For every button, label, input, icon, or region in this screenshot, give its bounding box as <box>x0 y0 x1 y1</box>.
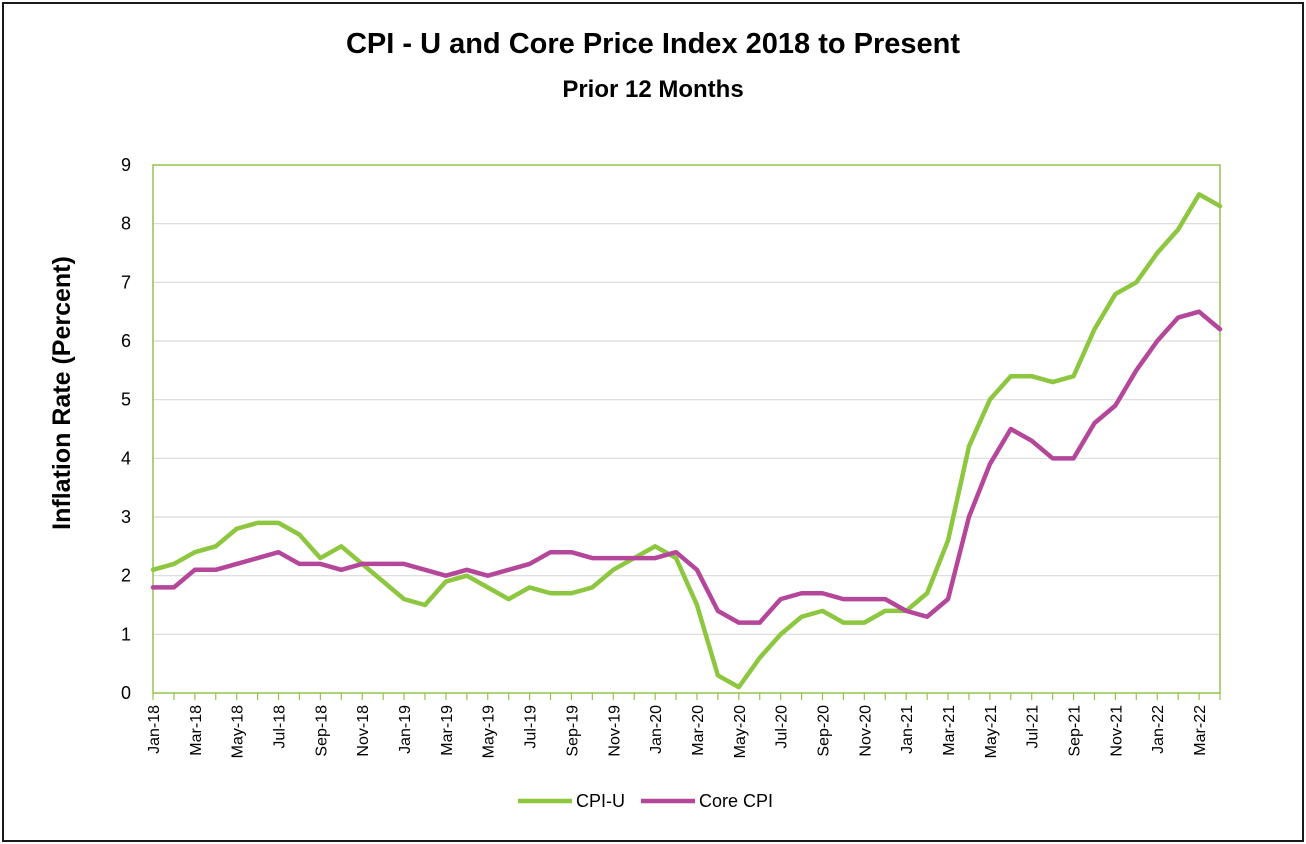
y-tick-label: 7 <box>121 272 131 292</box>
x-tick-label: Jul-21 <box>1025 705 1042 749</box>
x-tick-label: Sep-21 <box>1067 705 1084 757</box>
legend-label-core-cpi: Core CPI <box>699 791 773 811</box>
series-line-core-cpi <box>150 309 1223 625</box>
y-axis-label: Inflation Rate (Percent) <box>48 256 76 530</box>
y-axis-ticks: 0 1 2 3 4 5 6 7 8 9 <box>121 155 131 703</box>
x-tick-label: Jul-19 <box>523 705 540 749</box>
x-tick-label: Sep-18 <box>313 705 330 757</box>
plot-area-border <box>152 164 1221 694</box>
x-tick-label: Nov-18 <box>355 705 372 757</box>
gridlines <box>153 223 1220 635</box>
x-tick-label: May-18 <box>230 705 247 758</box>
x-tick-label: Mar-19 <box>439 705 456 756</box>
chart-subtitle: Prior 12 Months <box>562 76 744 103</box>
x-tick-label: Mar-22 <box>1192 705 1209 756</box>
x-tick-label: Jul-18 <box>272 705 289 749</box>
x-tick-label: Jan-18 <box>146 705 163 754</box>
x-tick-label: Sep-19 <box>564 705 581 757</box>
x-axis-ticks: Jan-18 Mar-18 May-18 Jul-18 Sep-18 Nov-18 Jan-… <box>146 693 1221 758</box>
x-tick-label: Nov-20 <box>857 705 874 757</box>
y-tick-label: 8 <box>121 214 131 234</box>
x-tick-label: May-20 <box>732 705 749 758</box>
x-tick-label: Jul-20 <box>774 705 791 749</box>
legend-label-cpi-u: CPI-U <box>576 791 625 811</box>
y-tick-label: 4 <box>121 448 131 468</box>
series-lines <box>150 192 1223 690</box>
y-tick-label: 9 <box>121 155 131 175</box>
y-tick-label: 0 <box>121 683 131 703</box>
x-tick-label: Mar-18 <box>188 705 205 756</box>
x-tick-label: Jan-22 <box>1150 705 1167 754</box>
series-line-cpi-u <box>150 192 1223 690</box>
x-tick-label: Nov-19 <box>606 705 623 757</box>
x-tick-label: Jan-21 <box>899 705 916 754</box>
x-tick-label: Mar-21 <box>941 705 958 756</box>
x-tick-label: Jan-19 <box>397 705 414 754</box>
y-tick-label: 6 <box>121 331 131 351</box>
chart-title: CPI - U and Core Price Index 2018 to Pre… <box>345 28 961 60</box>
x-tick-label: Jan-20 <box>648 705 665 754</box>
x-tick-label: May-19 <box>481 705 498 758</box>
y-tick-label: 1 <box>121 624 131 644</box>
y-tick-label: 5 <box>121 390 131 410</box>
x-tick-label: Sep-20 <box>815 705 832 757</box>
legend: CPI-U Core CPI <box>518 791 773 811</box>
y-tick-label: 2 <box>121 566 131 586</box>
x-tick-label: Nov-21 <box>1108 705 1125 757</box>
x-tick-label: May-21 <box>983 705 1000 758</box>
x-tick-label: Mar-20 <box>690 705 707 756</box>
y-tick-label: 3 <box>121 507 131 527</box>
